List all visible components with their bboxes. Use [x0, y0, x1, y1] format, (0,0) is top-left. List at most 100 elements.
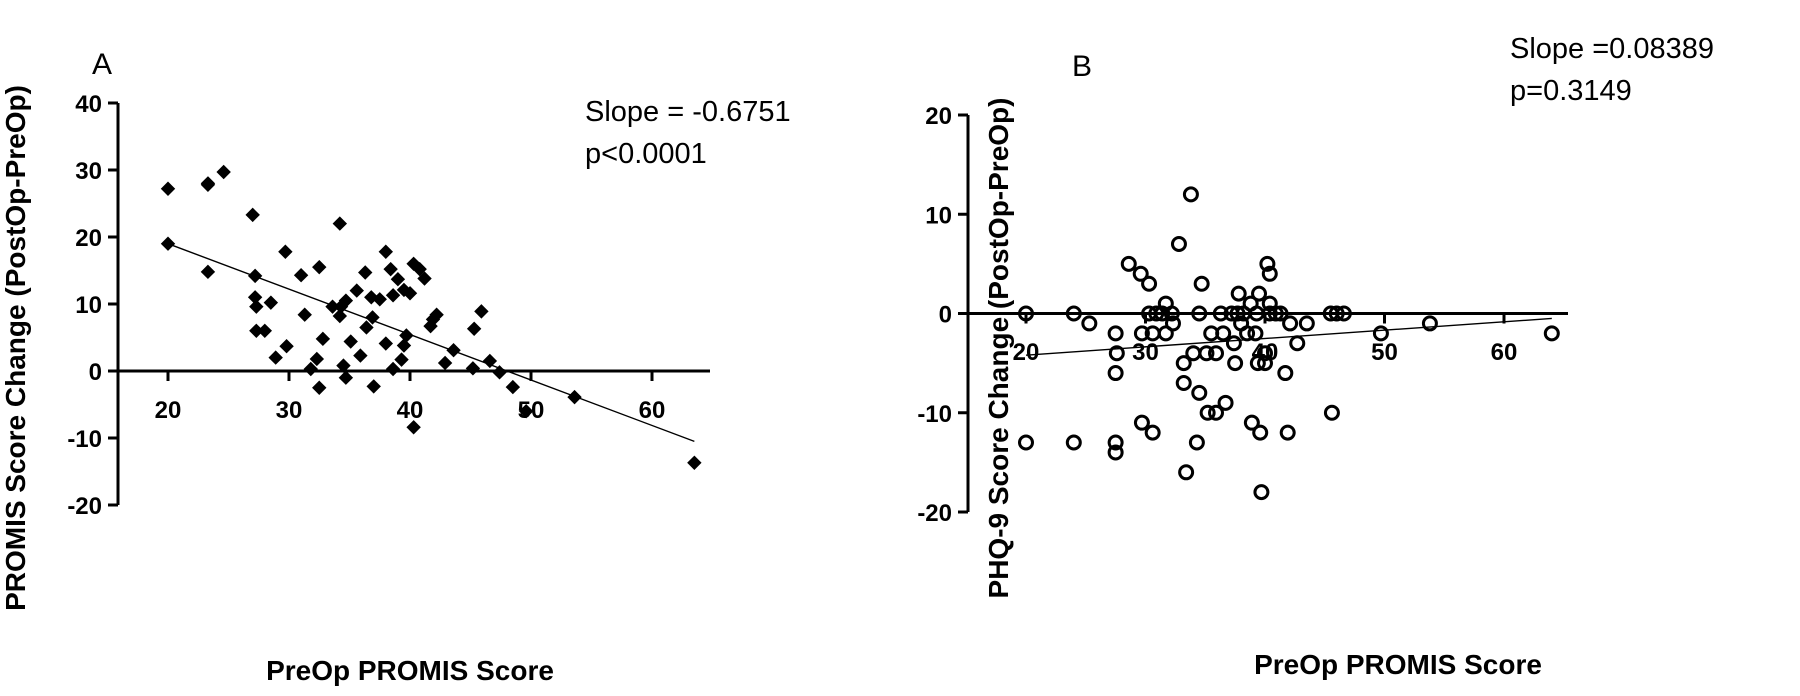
- panel-a-data-point: [293, 267, 309, 283]
- panel-b-data-point: [1279, 424, 1296, 441]
- panel-a-data-point: [358, 265, 373, 280]
- panel-a-data-point: [338, 370, 354, 385]
- panel-b-y-tick-label: 10: [925, 202, 952, 229]
- panel-b-data-point: [1229, 305, 1246, 322]
- panel-b-data-point: [1191, 384, 1208, 401]
- panel-b-data-point: [1267, 305, 1284, 322]
- panel-a-y-tick-label: 0: [89, 359, 102, 386]
- panel-b-data-point: [1282, 315, 1299, 332]
- panel-b-data-point: [1251, 285, 1268, 302]
- panel-b-data-point: [1277, 365, 1294, 382]
- panel-a-data-point: [249, 299, 264, 314]
- panel-b-x-axis-title: PreOp PROMIS Score: [1254, 649, 1542, 680]
- panel-a-y-tick-label: -10: [67, 426, 102, 453]
- panel-b-data-point: [1243, 414, 1260, 431]
- panel-b-data-point: [1247, 325, 1264, 342]
- panel-a-x-tick-label: 30: [276, 397, 303, 424]
- panel-b: B Slope =0.08389 p=0.3149 PHQ-9 Score Ch…: [917, 33, 1714, 680]
- panel-a-data-point: [446, 343, 461, 358]
- panel-b-data-point: [1239, 325, 1256, 342]
- panel-a-data-point: [437, 355, 453, 371]
- panel-b-data-point: [1185, 345, 1202, 362]
- panel-a-data-point: [492, 365, 507, 380]
- panel-a-data-point: [385, 361, 401, 377]
- panel-b-x-tick-label: 20: [1013, 339, 1040, 366]
- panel-a-y-tick-label: 40: [75, 91, 102, 118]
- panel-b-letter: B: [1072, 50, 1092, 83]
- panel-b-data-point: [1230, 285, 1247, 302]
- panel-b-x-tick-label: 30: [1132, 339, 1159, 366]
- panel-a-data-point: [263, 295, 279, 310]
- panel-a-data-point: [429, 307, 444, 322]
- panel-a-regression-line: [167, 243, 695, 443]
- panel-b-data-point: [1298, 315, 1315, 332]
- panel-b-data-point: [1108, 345, 1125, 362]
- panel-a-data-point: [505, 379, 521, 395]
- panel-a-data-point: [309, 351, 325, 367]
- panel-a-data-point: [279, 339, 294, 354]
- panel-a-x-tick-label: 40: [397, 397, 424, 424]
- panel-a-data-point: [378, 336, 394, 351]
- panel-b-data-point: [1018, 305, 1034, 322]
- panel-b-data-point: [1065, 434, 1082, 451]
- panel-a-data-point: [315, 331, 331, 347]
- panel-b-data-point: [1164, 315, 1181, 332]
- panel-b-data-point: [1175, 355, 1192, 372]
- panel-a-data-point: [378, 244, 394, 259]
- panel-a-x-axis-title: PreOp PROMIS Score: [266, 655, 554, 686]
- panel-b-data-point: [1259, 255, 1276, 272]
- panel-a-data-point: [406, 420, 421, 435]
- panel-b-data-point: [1120, 255, 1137, 272]
- panel-a-y-tick-label: 20: [75, 225, 102, 252]
- panel-a-data-point: [200, 177, 216, 192]
- panel-b-y-axis-title: PHQ-9 Score Change (PostOp-PreOp): [983, 98, 1014, 599]
- panel-b-y-tick-label: -10: [917, 401, 952, 428]
- panel-b-data-point: [1227, 355, 1244, 372]
- panel-a-data-point: [160, 181, 176, 196]
- panel-b-data-point: [1217, 394, 1234, 411]
- panel-b-p-annotation: p=0.3149: [1510, 75, 1632, 107]
- panel-b-data-point: [1178, 464, 1195, 481]
- panel-b-data-point: [1421, 315, 1438, 332]
- panel-b-data-point: [1144, 424, 1161, 441]
- panel-a-data-point: [349, 283, 364, 298]
- panel-b-data-point: [1328, 305, 1345, 322]
- panel-a-data-point: [412, 261, 427, 277]
- panel-b-data-point: [1107, 434, 1124, 451]
- panel-b-data-point: [1170, 236, 1187, 253]
- panel-b-data-point: [1323, 404, 1340, 421]
- panel-a-data-point: [353, 348, 368, 363]
- panel-a-data-point: [687, 455, 702, 470]
- panel-a-y-tick-label: -20: [67, 493, 102, 520]
- panel-b-data-point: [1175, 374, 1192, 391]
- panel-a-data-point: [312, 380, 327, 395]
- panel-b-data-point: [1188, 434, 1205, 451]
- panel-b-data-point: [1225, 335, 1242, 352]
- panel-a-data-point: [303, 361, 318, 377]
- panel-b-data-point: [1107, 325, 1124, 342]
- panel-b-y-tick-label: 20: [925, 103, 952, 130]
- panel-a-p-annotation: p<0.0001: [585, 138, 707, 170]
- panel-b-data-point: [1133, 414, 1150, 431]
- panel-a-data-point: [338, 293, 354, 308]
- panel-a-data-point: [394, 352, 409, 367]
- panel-a-data-point: [385, 288, 401, 303]
- panel-b-y-tick-label: 0: [939, 302, 952, 329]
- panel-b-data-point: [1261, 265, 1278, 282]
- panel-a-x-tick-label: 20: [155, 397, 182, 424]
- panel-b-data-point: [1065, 305, 1082, 322]
- panel-a-data-point: [216, 164, 231, 180]
- panel-a-data-point: [482, 353, 498, 369]
- panel-a-data-point: [466, 321, 482, 336]
- panel-b-data-point: [1257, 345, 1273, 362]
- panel-a-data-point: [423, 318, 438, 334]
- panel-a-data-point: [268, 350, 283, 365]
- panel-b-y-tick-label: -20: [917, 500, 952, 527]
- panel-a-data-point: [417, 271, 432, 286]
- panel-a-data-point: [402, 286, 418, 301]
- panel-b-data-point: [1199, 404, 1216, 421]
- panel-a-data-point: [518, 403, 534, 419]
- panel-b-data-point: [1253, 484, 1270, 501]
- panel-b-data-point: [1261, 305, 1278, 322]
